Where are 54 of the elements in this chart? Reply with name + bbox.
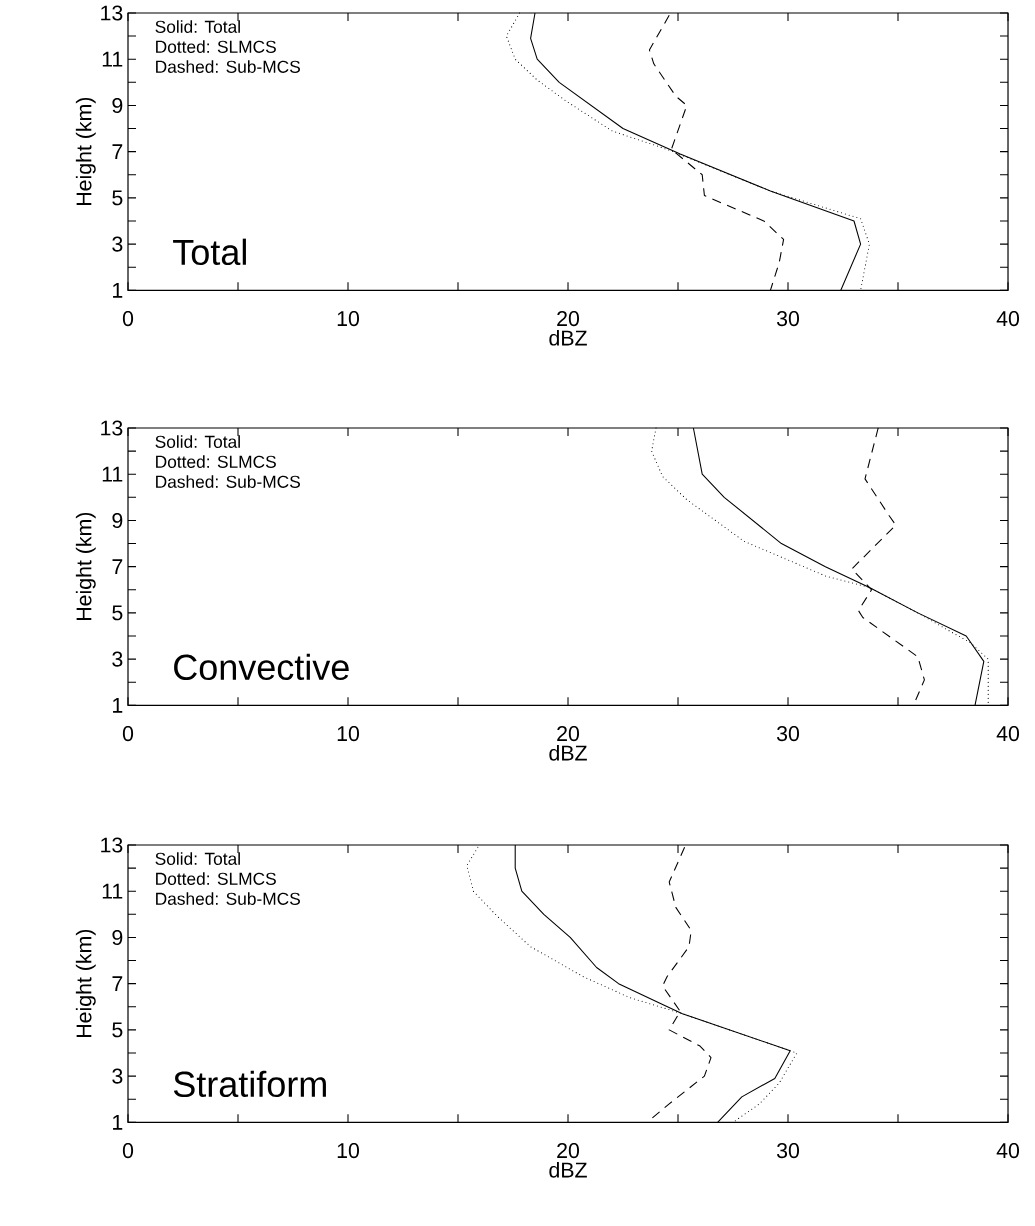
y-tick-label: 5 [112, 605, 123, 621]
x-tick-label: 30 [776, 1143, 800, 1159]
y-tick-label: 9 [112, 512, 123, 528]
annotation: Solid: Total [155, 20, 240, 33]
x-tick-label: 40 [996, 1143, 1020, 1159]
x-tick-label: 30 [776, 726, 800, 742]
x-tick-label: 30 [776, 311, 800, 327]
y-tick-label: 11 [102, 883, 123, 899]
y-tick-label: 1 [113, 282, 123, 298]
y-tick-label: 13 [101, 5, 123, 21]
y-tick-label: 5 [112, 1022, 123, 1038]
y-tick-label: 13 [101, 837, 123, 853]
y-tick-label: 3 [112, 651, 123, 667]
y-tick-label: 1 [113, 1114, 123, 1130]
annotation: Dashed: Sub-MCS [156, 60, 300, 73]
y-tick-label: 7 [112, 144, 123, 159]
y-tick-label: 7 [112, 559, 123, 574]
y-tick-label: 11 [102, 466, 123, 482]
annotation: Dashed: Sub-MCS [156, 892, 300, 905]
annotation: Dotted: SLMCS [156, 40, 276, 53]
annotation: Solid: Total [155, 852, 240, 865]
y-tick-label: 7 [112, 976, 123, 991]
annotation: Dashed: Sub-MCS [156, 475, 300, 488]
y-axis-title: Height (km) [75, 929, 96, 1038]
x-tick-label: 10 [337, 726, 360, 742]
x-tick-label: 20 [557, 726, 580, 742]
x-tick-label: 10 [337, 1143, 360, 1159]
x-axis-title: dBZ [549, 329, 587, 346]
text: Convective [174, 653, 349, 681]
text: Total [173, 238, 246, 266]
y-tick-label: 9 [112, 97, 123, 113]
x-tick-label: 0 [122, 726, 134, 742]
x-tick-label: 20 [557, 311, 580, 327]
x-tick-label: 40 [996, 311, 1020, 327]
y-tick-label: 3 [112, 1068, 123, 1084]
y-axis-title: Height (km) [75, 97, 96, 206]
x-axis-title: dBZ [549, 1161, 587, 1178]
annotation: Dotted: SLMCS [156, 455, 276, 468]
annotation: Solid: Total [155, 435, 240, 448]
x-axis-title: dBZ [549, 744, 587, 761]
y-tick-label: 9 [112, 929, 123, 945]
text: Stratiform [173, 1070, 326, 1098]
y-tick-label: 11 [102, 51, 123, 67]
x-tick-label: 0 [122, 311, 134, 327]
y-tick-label: 3 [112, 236, 123, 252]
y-tick-label: 1 [113, 697, 123, 713]
x-tick-label: 0 [122, 1143, 134, 1159]
y-tick-label: 13 [101, 420, 123, 436]
y-tick-label: 5 [112, 190, 123, 206]
annotation: Dotted: SLMCS [156, 872, 276, 885]
x-tick-label: 40 [996, 726, 1020, 742]
x-tick-label: 10 [337, 311, 360, 327]
x-tick-label: 20 [557, 1143, 580, 1159]
y-axis-title: Height (km) [75, 512, 96, 621]
